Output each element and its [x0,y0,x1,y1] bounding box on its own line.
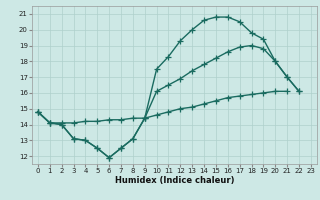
X-axis label: Humidex (Indice chaleur): Humidex (Indice chaleur) [115,176,234,185]
